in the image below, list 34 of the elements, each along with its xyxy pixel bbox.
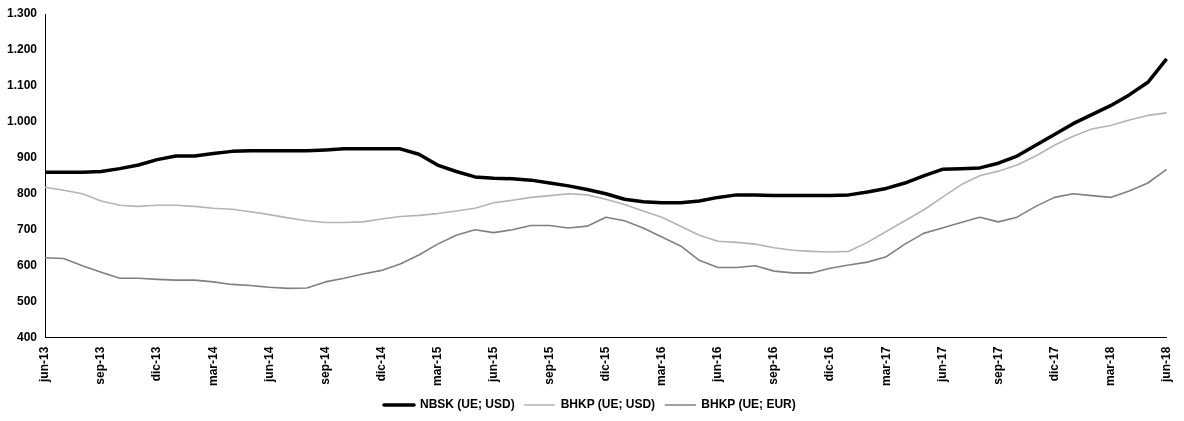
x-tick-label: dic-17 [1046,346,1061,382]
x-tick-label: sep-17 [990,346,1005,385]
y-tick-label: 800 [17,186,38,201]
y-tick-label: 1.300 [7,6,38,21]
y-tick-label: 1.200 [7,42,38,57]
x-tick-label: mar-15 [429,346,444,386]
y-tick-label: 1.000 [7,114,38,129]
y-tick-label: 600 [17,258,38,273]
y-tick-label: 500 [17,293,38,308]
legend-label: BHKP (UE; EUR) [701,397,796,412]
x-tick-label: dic-16 [822,346,837,382]
y-tick-label: 900 [17,150,38,165]
x-tick-label: dic-13 [149,346,164,382]
x-tick-label: mar-16 [654,346,669,386]
legend-label: NBSK (UE; USD) [420,397,515,412]
x-tick-label: jun-13 [37,346,52,383]
y-tick-label: 400 [17,329,38,344]
x-tick-label: jun-14 [261,346,276,383]
x-tick-label: jun-15 [485,346,500,383]
x-tick-label: mar-17 [878,346,893,386]
x-tick-label: sep-14 [317,346,332,385]
legend-label: BHKP (UE; USD) [560,397,656,412]
x-tick-label: dic-14 [373,346,388,382]
x-tick-label: jun-17 [934,346,949,383]
x-tick-label: mar-14 [205,346,220,386]
y-tick-label: 1.100 [7,78,38,93]
x-tick-label: jun-18 [1158,346,1173,383]
x-tick-label: mar-18 [1102,346,1117,386]
x-tick-label: sep-15 [542,346,557,385]
x-tick-label: sep-13 [93,346,108,385]
x-tick-label: dic-15 [598,346,613,382]
y-tick-label: 700 [17,222,38,237]
x-tick-label: jun-16 [710,346,725,383]
x-tick-label: sep-16 [766,346,781,385]
